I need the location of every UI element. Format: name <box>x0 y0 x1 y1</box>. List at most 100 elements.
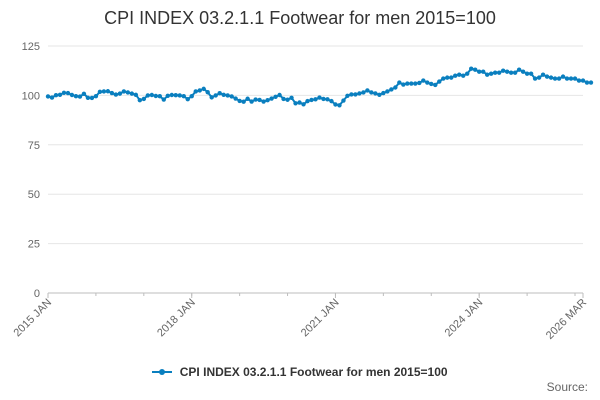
data-point <box>113 92 119 97</box>
data-point <box>536 75 542 80</box>
data-point <box>421 78 426 83</box>
data-point <box>201 86 206 92</box>
data-point <box>217 91 222 96</box>
data-point <box>205 90 210 95</box>
data-point <box>337 103 342 108</box>
data-point <box>449 75 454 80</box>
data-point <box>576 78 582 83</box>
source-label: Source: <box>546 380 588 394</box>
data-point <box>457 72 462 77</box>
data-series <box>45 66 594 108</box>
data-point <box>269 96 274 101</box>
data-point <box>53 93 59 98</box>
data-point <box>341 98 346 103</box>
data-point <box>373 91 378 96</box>
data-point <box>81 91 87 97</box>
data-point <box>433 82 438 88</box>
data-point <box>157 93 162 99</box>
data-point <box>177 93 182 98</box>
y-tick-label: 0 <box>34 288 40 300</box>
data-point <box>193 89 198 94</box>
data-point <box>313 97 318 102</box>
data-point <box>93 93 99 99</box>
data-point <box>277 92 282 98</box>
data-point <box>149 92 155 98</box>
data-point <box>185 96 190 102</box>
data-point <box>225 93 230 98</box>
data-point <box>357 91 362 96</box>
data-point <box>261 99 266 104</box>
data-point <box>133 92 139 98</box>
y-tick-label: 25 <box>28 239 40 251</box>
data-point <box>413 81 418 86</box>
data-point <box>249 99 254 104</box>
data-point <box>153 93 158 99</box>
data-point <box>293 101 298 106</box>
data-point <box>508 70 514 75</box>
data-point <box>532 76 538 81</box>
data-point <box>173 93 178 98</box>
data-point <box>229 94 234 99</box>
data-point <box>281 96 286 102</box>
data-point <box>265 97 270 103</box>
data-point <box>397 80 402 85</box>
data-point <box>237 98 242 104</box>
data-point <box>273 94 278 99</box>
data-point <box>49 95 55 100</box>
data-point <box>305 98 310 104</box>
data-point <box>181 93 186 99</box>
data-point <box>109 90 115 96</box>
data-point <box>333 102 338 107</box>
data-point <box>221 92 226 98</box>
data-point <box>480 69 486 74</box>
data-point <box>257 97 262 103</box>
data-point <box>241 99 246 104</box>
y-tick-label: 50 <box>28 189 40 201</box>
data-point <box>409 81 414 86</box>
data-point <box>469 66 474 71</box>
x-tick-label: 2021 JAN <box>299 297 342 340</box>
data-point <box>345 93 350 99</box>
x-tick-label: 2026 MAR <box>544 297 589 342</box>
legend-label: CPI INDEX 03.2.1.1 Footwear for men 2015… <box>179 364 448 379</box>
data-point <box>560 74 566 79</box>
data-point <box>141 96 147 102</box>
data-point <box>309 97 314 103</box>
legend[interactable]: CPI INDEX 03.2.1.1 Footwear for men 2015… <box>0 364 600 379</box>
data-point <box>289 95 294 100</box>
data-point <box>429 81 434 87</box>
data-point <box>385 89 390 94</box>
data-point <box>105 89 111 94</box>
data-point <box>528 71 534 76</box>
data-point <box>101 89 107 94</box>
data-point <box>57 92 63 98</box>
data-point <box>365 88 370 93</box>
series-line <box>47 67 591 107</box>
data-point <box>516 67 522 72</box>
data-point <box>353 92 358 97</box>
data-point <box>117 91 123 96</box>
x-axis: 2015 JAN 2018 JAN 2021 JAN 2024 JAN 2026 MAR <box>11 293 589 342</box>
data-point <box>445 75 450 80</box>
y-tick-label: 75 <box>28 140 40 152</box>
data-point <box>137 97 143 103</box>
data-point <box>317 95 322 100</box>
data-point <box>165 93 170 99</box>
x-tick-label: 2015 JAN <box>11 297 54 340</box>
data-point <box>520 69 526 74</box>
data-point <box>61 90 67 96</box>
data-point <box>512 70 518 75</box>
data-point <box>197 88 202 93</box>
data-point <box>548 75 554 80</box>
data-point <box>97 89 103 95</box>
data-point <box>209 95 214 100</box>
data-point <box>492 70 498 75</box>
y-tick-label: 125 <box>22 41 40 53</box>
data-point <box>465 71 470 76</box>
data-point <box>169 92 174 98</box>
legend-marker-icon <box>152 367 173 377</box>
data-point <box>588 80 594 85</box>
x-tick-label: 2018 JAN <box>155 297 198 340</box>
data-point <box>233 96 238 101</box>
